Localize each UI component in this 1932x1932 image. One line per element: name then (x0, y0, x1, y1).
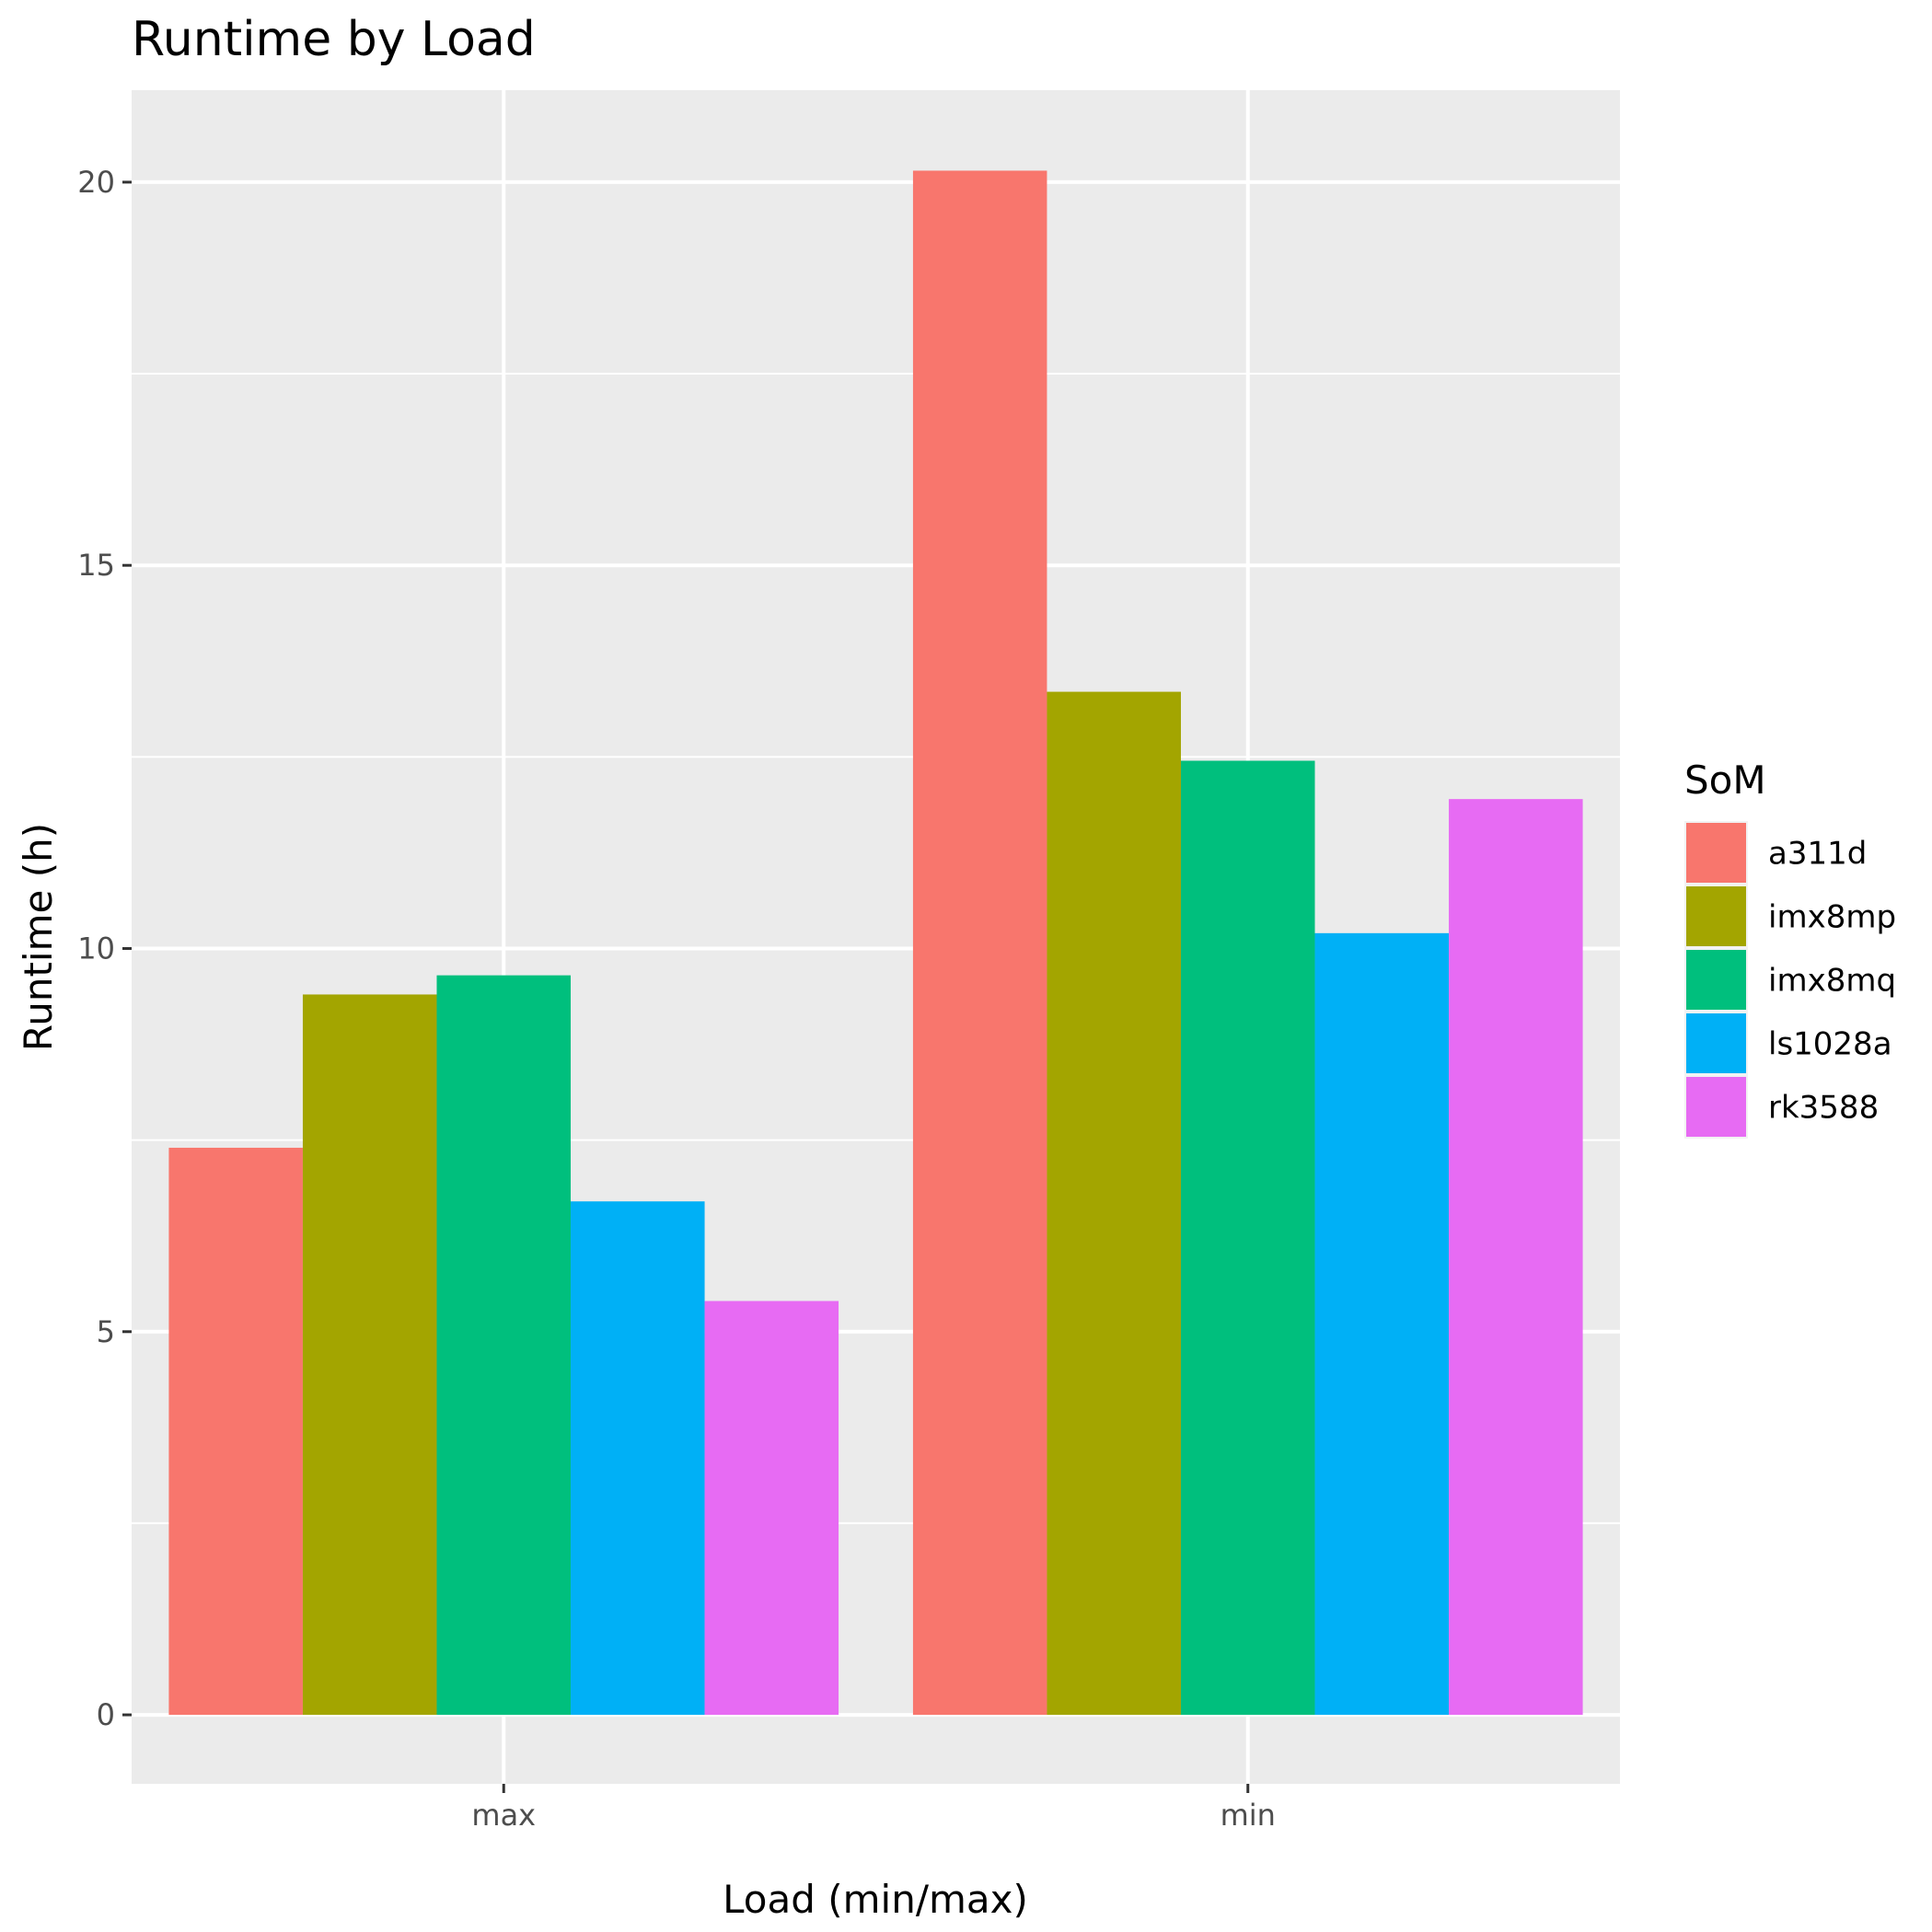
y-tick-label: 15 (77, 548, 115, 583)
legend-label-imx8mp: imx8mp (1768, 899, 1896, 936)
bar-imx8mp-min (1047, 691, 1181, 1716)
y-axis: 0 5 10 15 20 (77, 165, 132, 1732)
y-tick-label: 20 (77, 165, 115, 200)
x-tick-label: min (1221, 1798, 1276, 1833)
legend-title: SoM (1684, 758, 1766, 803)
bar-ls1028a-min (1314, 932, 1450, 1716)
bar-a311d-min (912, 170, 1047, 1716)
legend-label-rk3588: rk3588 (1768, 1090, 1879, 1127)
bar-imx8mq-max (436, 975, 572, 1716)
y-tick-label: 5 (97, 1314, 115, 1349)
chart-title: Runtime by Load (132, 12, 536, 67)
legend-swatch-rk3588 (1686, 1077, 1746, 1137)
y-tick-label: 0 (97, 1697, 115, 1732)
x-axis: max min (471, 1784, 1276, 1833)
y-axis-title: Runtime (h) (16, 823, 61, 1051)
legend: a311d imx8mp imx8mq ls1028a rk3588 (1684, 821, 1896, 1139)
bar-ls1028a-max (571, 1201, 705, 1716)
legend-swatch-ls1028a (1686, 1013, 1746, 1073)
legend-swatch-imx8mp (1686, 886, 1746, 946)
y-tick-label: 10 (77, 931, 115, 966)
legend-swatch-a311d (1686, 823, 1746, 883)
x-tick-label: max (471, 1798, 536, 1833)
bars (168, 170, 1583, 1716)
bar-imx8mq-min (1180, 760, 1315, 1716)
x-axis-title: Load (min/max) (723, 1877, 1028, 1922)
legend-label-ls1028a: ls1028a (1768, 1026, 1892, 1063)
legend-label-a311d: a311d (1768, 836, 1867, 873)
bar-rk3588-max (704, 1301, 839, 1716)
bar-a311d-max (168, 1147, 303, 1716)
bar-rk3588-min (1449, 799, 1583, 1716)
bar-imx8mp-max (302, 994, 437, 1716)
legend-label-imx8mq: imx8mq (1768, 963, 1896, 1000)
legend-swatch-imx8mq (1686, 950, 1746, 1010)
